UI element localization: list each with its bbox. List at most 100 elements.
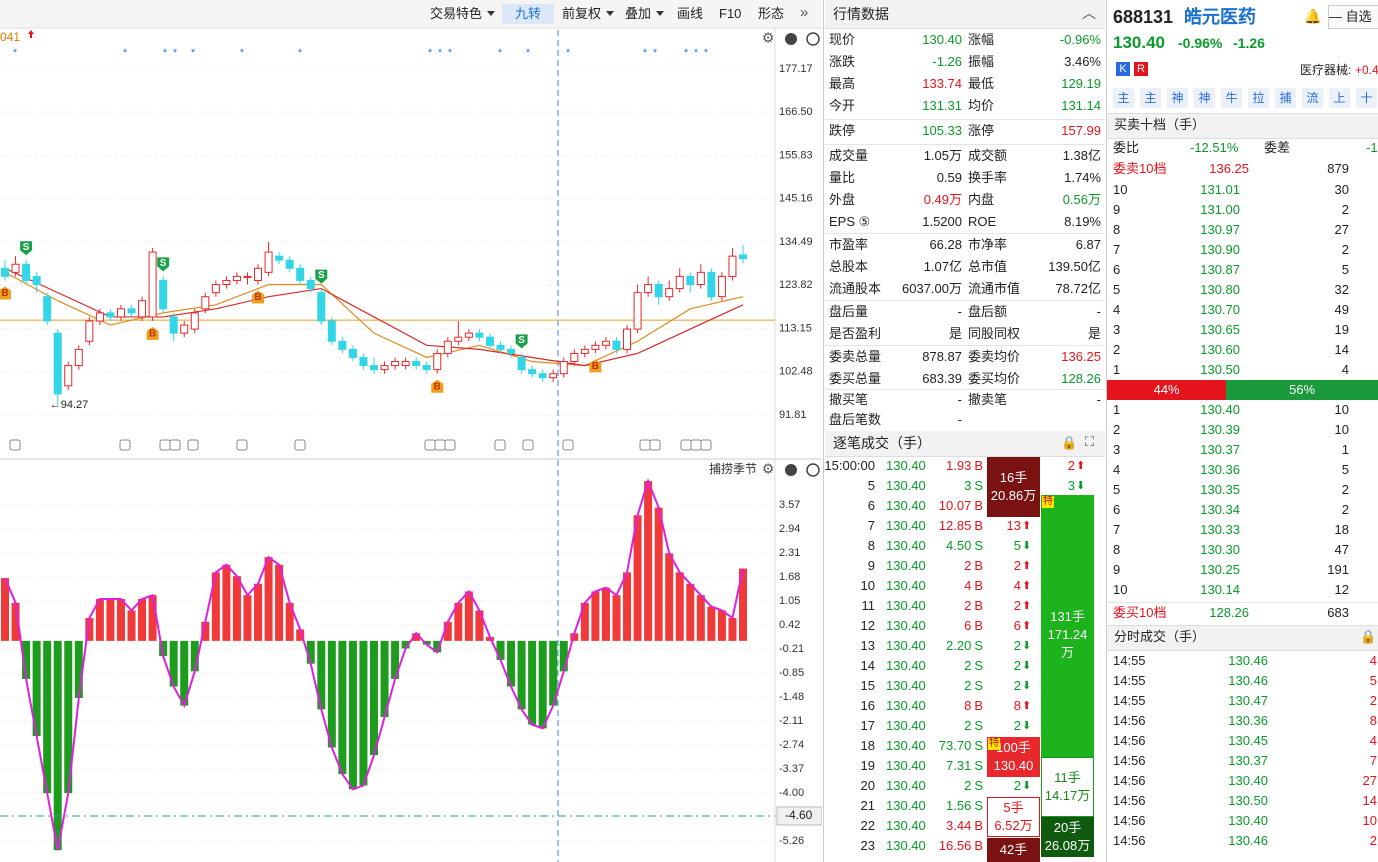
- close-icon[interactable]: [806, 32, 820, 46]
- strategy-tag[interactable]: 流: [1302, 88, 1323, 108]
- indicator-bar: [11, 602, 20, 641]
- level-index: 4: [1113, 302, 1121, 317]
- strategy-tag[interactable]: 拉: [1248, 88, 1269, 108]
- quote-value: 683.39: [922, 371, 962, 386]
- low-label: ←94.27: [50, 399, 89, 411]
- level-index: 6: [1113, 502, 1121, 517]
- indicator-bar: [148, 595, 157, 641]
- trades-header: [1107, 625, 1378, 651]
- trade-price: 130.47: [1228, 693, 1268, 708]
- bell-icon[interactable]: 🔔: [1304, 8, 1322, 24]
- tick-price: 130.40: [886, 658, 926, 673]
- candle-body: [11, 263, 20, 273]
- candle-body: [306, 279, 315, 290]
- tick-arrow: ⬆: [1022, 620, 1032, 632]
- level-volume: 191: [1327, 562, 1349, 577]
- collapse-icon[interactable]: ︿: [1082, 5, 1096, 21]
- tick-volume: 73.70 S: [920, 737, 983, 755]
- quote-label: 外盘: [829, 192, 856, 207]
- quote-label: 最低: [968, 76, 995, 91]
- stock-change: -1.26: [1233, 35, 1265, 51]
- quote-value: 139.50亿: [1048, 259, 1101, 274]
- toolbar-button[interactable]: 叠加: [619, 4, 670, 24]
- indicator-bar: [85, 618, 94, 641]
- quote-value: 0.56万: [1062, 192, 1101, 207]
- strategy-tag[interactable]: 主: [1113, 88, 1134, 108]
- candle-body: [401, 361, 410, 367]
- indicator-line: [4, 478, 744, 851]
- stock-pct: -0.96%: [1178, 35, 1223, 51]
- y-tick-label: -2.11: [779, 715, 803, 727]
- tick-volume-value: 2: [964, 718, 972, 733]
- toolbar-button[interactable]: 画线: [677, 6, 704, 21]
- lock-icon[interactable]: 🔒: [1061, 435, 1078, 450]
- quote-value: -0.96%: [1059, 32, 1101, 47]
- toolbar-button[interactable]: 九转: [502, 4, 554, 24]
- toolbar-button[interactable]: 交易特色: [424, 4, 501, 24]
- panel-title: 分时成交（手）: [1114, 629, 1206, 644]
- quote-value: 131.31: [922, 98, 962, 113]
- candle-body: [538, 373, 547, 379]
- indicator-bar: [359, 640, 368, 786]
- tick-side: S: [974, 758, 983, 773]
- event-icon: [649, 439, 661, 451]
- candle-body: [1, 267, 9, 277]
- help-icon[interactable]: [785, 464, 797, 476]
- star-icon: *: [123, 47, 128, 59]
- event-icon: [187, 439, 199, 451]
- quote-value: -: [1096, 392, 1101, 407]
- strategy-tag[interactable]: 主: [1140, 88, 1161, 108]
- quote-label: 总市值: [968, 259, 1008, 274]
- tick-count: 2: [1013, 598, 1021, 613]
- strategy-tag[interactable]: 十: [1356, 88, 1377, 108]
- expand-icon[interactable]: ⛶: [1085, 434, 1095, 449]
- corner-text: 041: [0, 30, 20, 44]
- strategy-tag[interactable]: 神: [1167, 88, 1188, 108]
- signal-marker: [252, 290, 265, 304]
- star-icon: *: [684, 47, 689, 59]
- strategy-tag[interactable]: 牛: [1221, 88, 1242, 108]
- close-icon[interactable]: [806, 463, 820, 477]
- help-icon[interactable]: [785, 33, 797, 45]
- strategy-tag[interactable]: 捕: [1275, 88, 1296, 108]
- tick-side: S: [974, 718, 983, 733]
- lock-icon[interactable]: 🔒: [1360, 629, 1377, 644]
- expand-icon[interactable]: »: [800, 4, 809, 21]
- watch-label[interactable]: 自选: [1345, 9, 1372, 24]
- star-icon: *: [298, 47, 303, 59]
- strategy-tag[interactable]: 上: [1329, 88, 1350, 108]
- indicator-bar: [475, 610, 484, 641]
- trade-time: 14:56: [1113, 753, 1146, 768]
- indicator-bar: [116, 599, 125, 641]
- tick-price: 130.40: [886, 478, 926, 493]
- toolbar-button[interactable]: F10: [719, 6, 742, 21]
- tick-price: 130.40: [886, 598, 926, 613]
- watch-button[interactable]: — 自选: [1328, 5, 1378, 29]
- toolbar-button[interactable]: 形态: [758, 6, 785, 21]
- indicator-bar: [549, 640, 558, 706]
- settings-icon[interactable]: ⚙: [762, 30, 775, 46]
- indicator-bar: [95, 599, 104, 641]
- tick-count: 2: [1013, 678, 1021, 693]
- indicator-title: 捕捞季节: [709, 461, 757, 476]
- settings-icon[interactable]: ⚙: [762, 461, 775, 477]
- y-tick-label: 1.68: [779, 571, 800, 583]
- strategy-tag[interactable]: 神: [1194, 88, 1215, 108]
- quote-label: 流通股本: [829, 281, 882, 296]
- signal-label: B: [592, 361, 599, 372]
- candle-body: [633, 292, 642, 330]
- level-index: 5: [1113, 482, 1121, 497]
- candle-body: [64, 365, 73, 387]
- toolbar-button[interactable]: 前复权: [556, 4, 620, 24]
- tick-price: 130.40: [886, 678, 926, 693]
- tick-side: B: [974, 618, 983, 633]
- trade-block-text: 100手: [996, 740, 1031, 755]
- event-icon: [434, 439, 446, 451]
- badge[interactable]: R: [1134, 62, 1148, 76]
- badge[interactable]: K: [1116, 62, 1130, 76]
- level-volume: 5: [1341, 462, 1349, 477]
- split-bar: 44%: [1107, 380, 1227, 400]
- level-index: 2: [1113, 422, 1121, 437]
- level-price: 130.90: [1200, 242, 1240, 257]
